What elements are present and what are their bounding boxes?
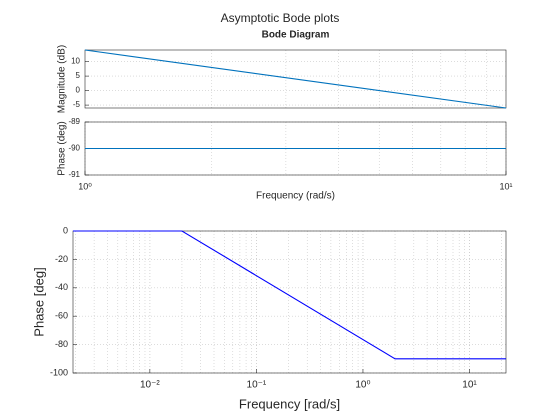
y-axis-label: Phase (deg) — [57, 121, 68, 175]
y-tick-label: -80 — [55, 339, 68, 349]
x-axis-label: Frequency (rad/s) — [256, 191, 335, 202]
y-axis-label: Phase [deg] — [31, 267, 46, 336]
axes-frame — [72, 230, 507, 374]
plot-area — [73, 231, 506, 373]
line-series — [73, 230, 506, 360]
y-tick-label: 0 — [63, 225, 68, 235]
x-tick-label: 10¹ — [499, 181, 512, 191]
x-tick-label: 10⁻¹ — [247, 380, 267, 391]
line-series — [84, 49, 507, 109]
y-tick-label: -5 — [73, 100, 81, 109]
y-tick-label: -100 — [50, 367, 68, 377]
y-tick-label: 0 — [76, 86, 81, 95]
y-tick-label: 5 — [76, 71, 81, 80]
y-axis-label: Magnitude (dB) — [57, 45, 68, 113]
y-tick-label: 10 — [71, 57, 80, 66]
chart-title: Bode Diagram — [262, 30, 330, 41]
y-tick-label: -20 — [55, 254, 68, 264]
y-tick-label: -89 — [68, 117, 80, 126]
y-tick-label: -40 — [55, 282, 68, 292]
axes-frame — [84, 49, 507, 109]
figure-title: Asymptotic Bode plots — [221, 11, 340, 25]
x-tick-label: 10¹ — [462, 380, 477, 391]
y-tick-label: -91 — [68, 170, 80, 179]
x-tick-label: 10⁰ — [78, 181, 92, 191]
y-tick-label: -60 — [55, 311, 68, 321]
x-tick-label: 10⁻² — [140, 380, 160, 391]
x-tick-label: 10⁰ — [355, 380, 370, 391]
x-axis-label: Frequency [rad/s] — [239, 396, 340, 411]
y-tick-label: -90 — [68, 144, 80, 153]
